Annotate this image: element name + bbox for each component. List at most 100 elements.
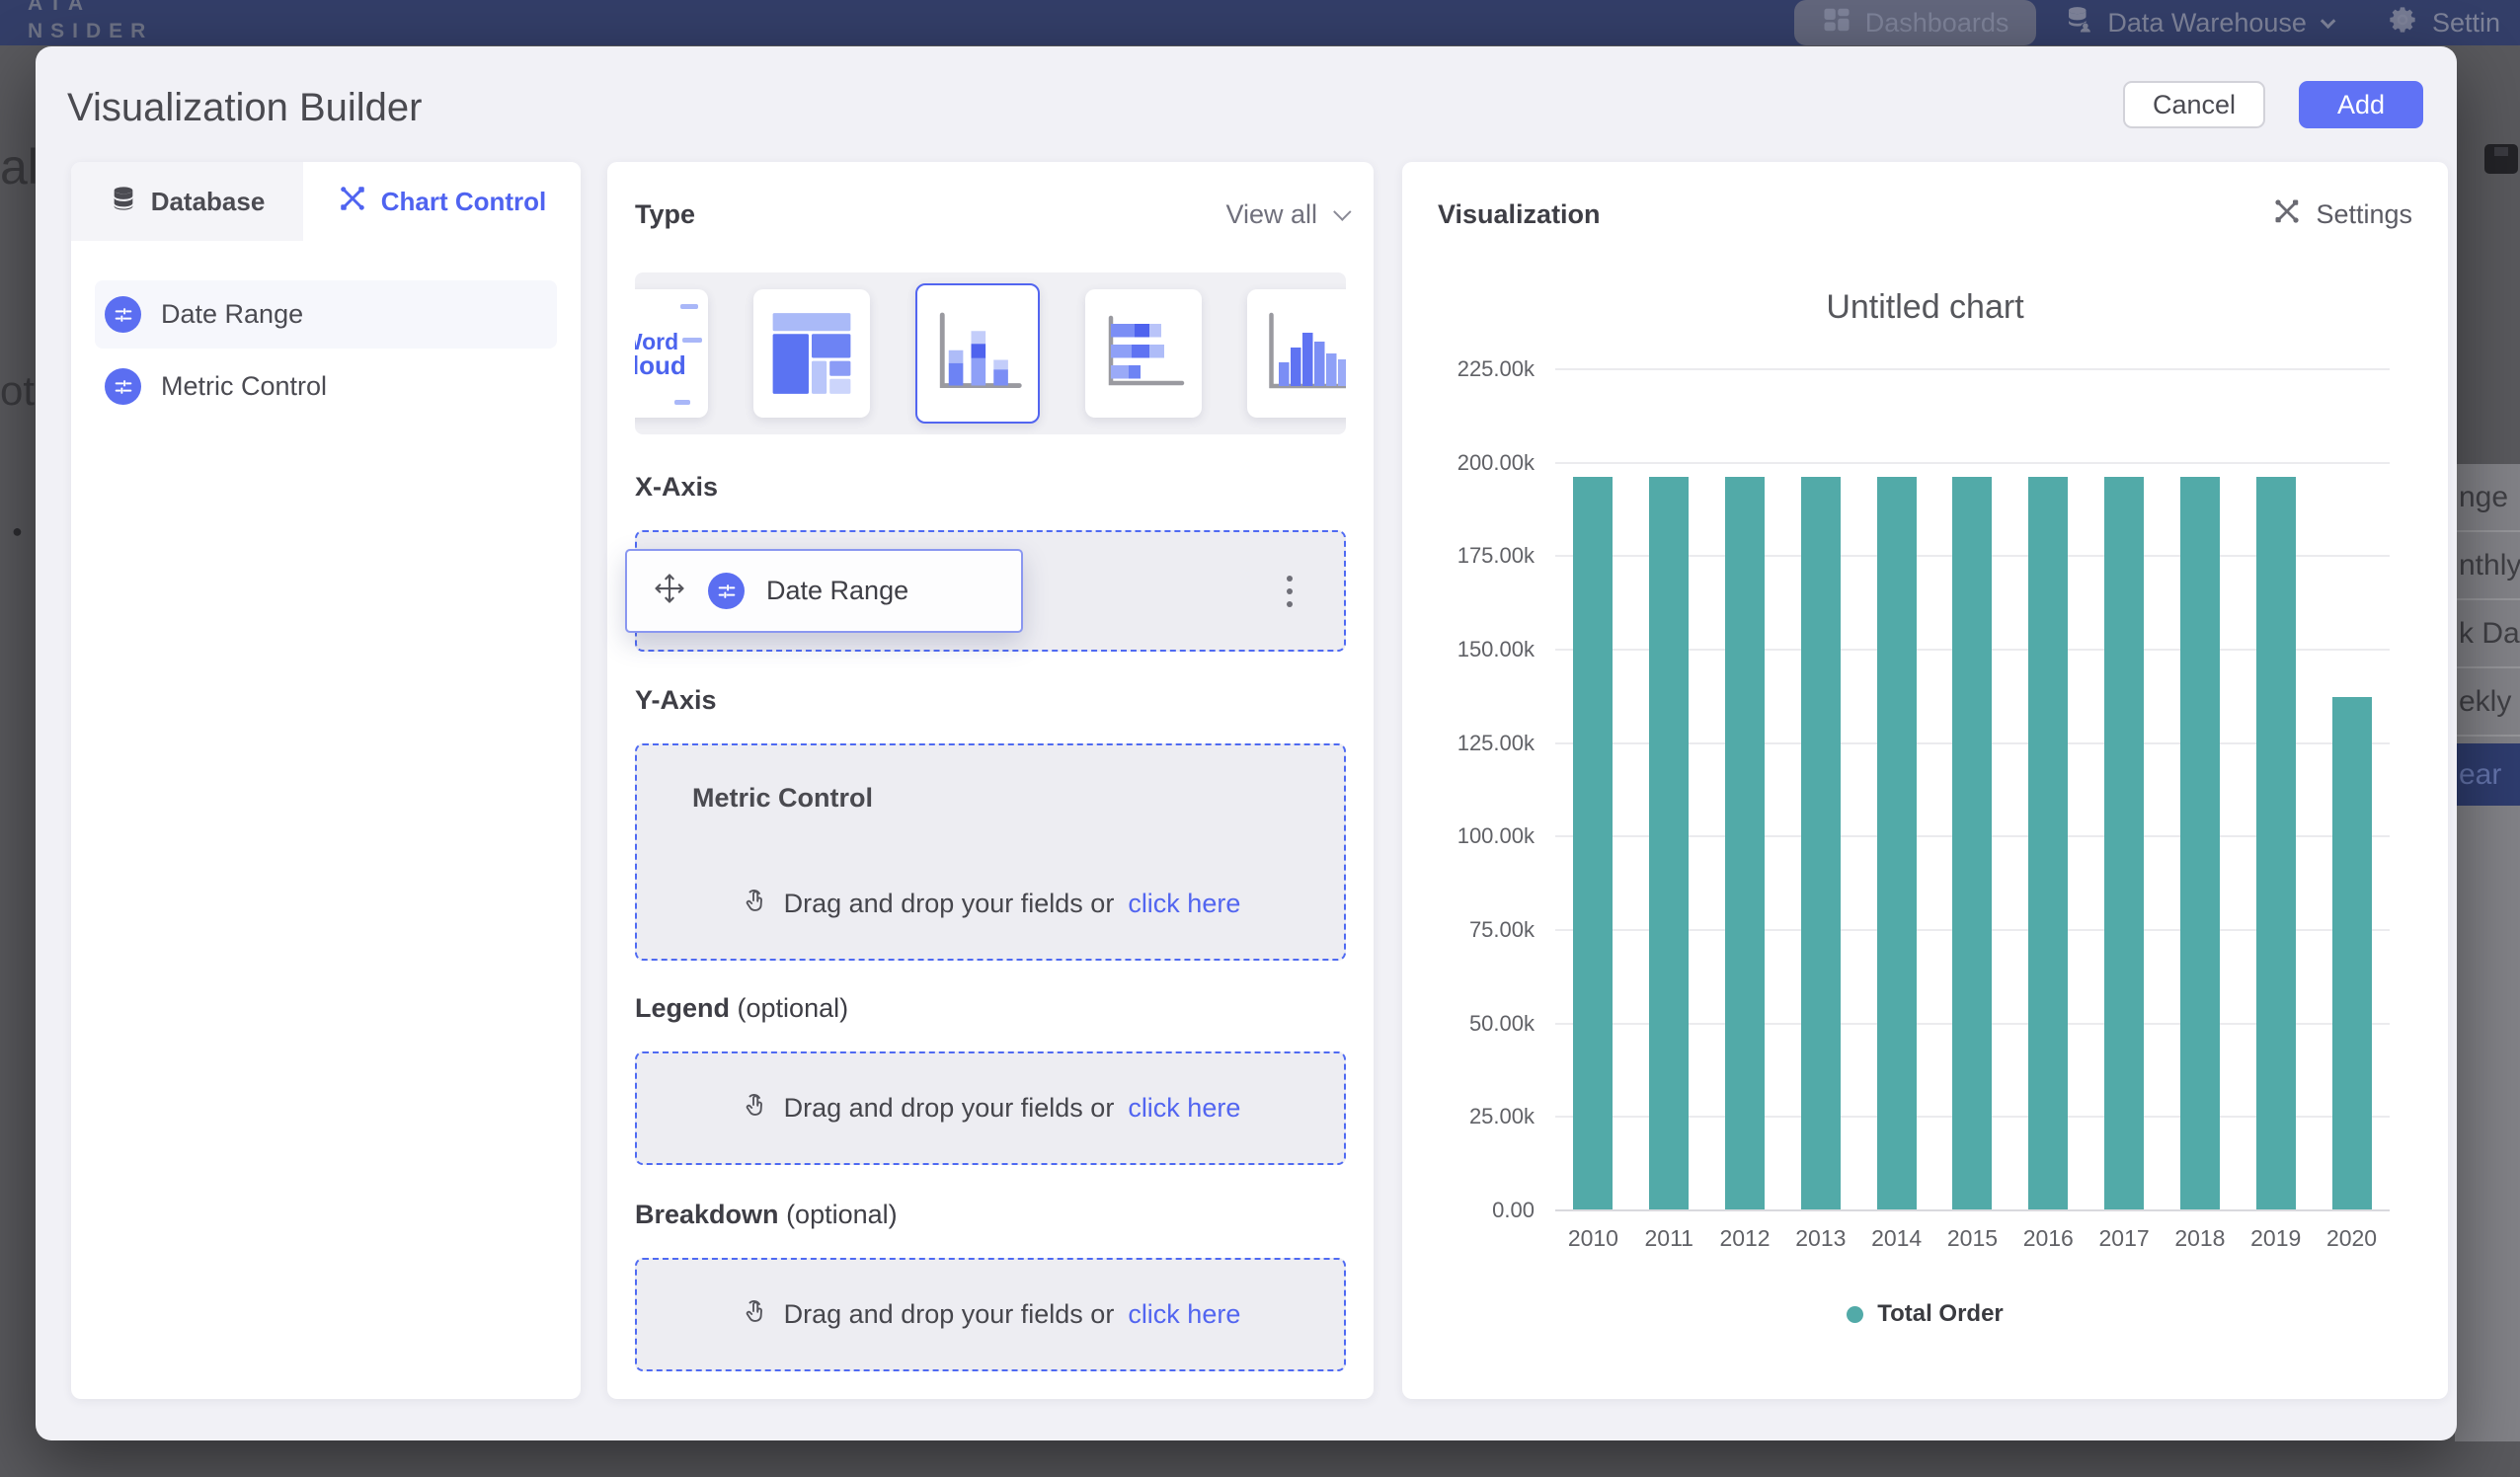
x-tick-label: 2013 <box>1795 1225 1847 1251</box>
word-cloud-word: Cloud <box>635 350 686 380</box>
bar-slot <box>2238 368 2314 1209</box>
field-item-date-range[interactable]: Date Range <box>95 280 557 349</box>
bar-2020 <box>2331 697 2372 1209</box>
breakdown-dropzone[interactable]: Drag and drop your fields or click here <box>635 1258 1346 1371</box>
y-tick-label: 75.00k <box>1468 916 1535 942</box>
move-icon <box>653 572 686 610</box>
chart-legend: Total Order <box>1402 1300 2448 1328</box>
bar-slot <box>2163 368 2239 1209</box>
legend-label: Total Order <box>1877 1300 2004 1327</box>
x-tick-label: 2015 <box>1946 1225 1999 1251</box>
logo-line-2: NSIDER <box>28 20 154 42</box>
dashboards-icon <box>1822 5 1851 41</box>
nav-item-label: Dashboards <box>1864 7 2009 38</box>
x-tick-label: 2012 <box>1719 1225 1771 1251</box>
nav-item-label: Settin <box>2431 7 2500 38</box>
tab-label: Chart Control <box>380 186 547 216</box>
bar-2010 <box>1573 476 1614 1209</box>
gear-icon <box>2387 4 2418 42</box>
y-tick-label: 200.00k <box>1457 449 1535 475</box>
chart-type-stacked-column[interactable] <box>915 283 1040 424</box>
bars <box>1555 368 2390 1209</box>
gridline: 200.00k <box>1457 450 2390 475</box>
occluded-list-row: nthly <box>2455 532 2520 600</box>
occluded-list-row: nge <box>2455 464 2520 532</box>
bar-2019 <box>2255 476 2296 1209</box>
field-label: Metric Control <box>161 371 328 401</box>
x-tick-label: 2011 <box>1644 1225 1693 1251</box>
y-tick-label: 225.00k <box>1457 356 1535 381</box>
click-here-link[interactable]: click here <box>1128 1093 1241 1123</box>
x-tick-label: 2019 <box>2250 1225 2302 1251</box>
occluded-list-row: ekly <box>2455 668 2520 737</box>
tap-icon <box>741 1296 770 1333</box>
drop-text: Drag and drop your fields or <box>783 889 1115 918</box>
occluded-text-fragment: al <box>0 139 39 194</box>
click-here-link[interactable]: click here <box>1128 889 1241 918</box>
breakdown-heading: Breakdown (optional) <box>635 1200 1346 1229</box>
tab-chart-control[interactable]: Chart Control <box>303 162 581 241</box>
y-axis-dropzone[interactable]: Metric Control Drag and drop your fields… <box>635 743 1346 961</box>
nav-item-dashboards[interactable]: Dashboards <box>1793 0 2037 45</box>
view-all-dropdown[interactable]: View all <box>1225 198 1352 230</box>
chart-title: Untitled chart <box>1826 288 2024 326</box>
bar-slot <box>1707 368 1783 1209</box>
hammer-wrench-icon <box>338 184 367 220</box>
bar-2012 <box>1725 476 1766 1209</box>
fields-panel-tabs: Database Chart Control <box>71 162 581 241</box>
y-tick-label: 50.00k <box>1468 1010 1535 1036</box>
breakdown-heading-label: Breakdown <box>635 1200 779 1229</box>
bar-2013 <box>1800 476 1841 1209</box>
app-logo: ATA NSIDER <box>28 0 153 45</box>
legend-dropzone[interactable]: Drag and drop your fields or click here <box>635 1051 1346 1165</box>
bar-slot <box>1555 368 1631 1209</box>
x-axis-heading: X-Axis <box>635 472 719 502</box>
tab-label: Database <box>150 186 266 216</box>
click-here-link[interactable]: click here <box>1128 1299 1241 1329</box>
legend-heading-label: Legend <box>635 993 731 1023</box>
chart-type-column[interactable] <box>1247 289 1346 418</box>
chart-type-treemap[interactable] <box>753 289 870 418</box>
chart-type-word-cloud[interactable]: Word Cloud <box>635 289 708 418</box>
modal-actions: Cancel Add <box>2122 81 2423 128</box>
tap-icon <box>741 1090 770 1127</box>
field-sliders-icon <box>105 368 141 405</box>
drop-text: Drag and drop your fields or <box>783 1299 1115 1329</box>
gridline: 225.00k <box>1457 356 2390 381</box>
logo-line-1: ATA <box>28 0 92 15</box>
field-item-metric-control[interactable]: Metric Control <box>95 354 557 419</box>
add-button[interactable]: Add <box>2299 81 2423 128</box>
nav-item-settings[interactable]: Settin <box>2359 0 2520 45</box>
optional-label: (optional) <box>737 993 849 1023</box>
bar-slot <box>1858 368 1934 1209</box>
stacked-bar-preview <box>1108 315 1185 386</box>
chart-type-stacked-bar[interactable] <box>1085 289 1202 418</box>
bar-2016 <box>2028 476 2069 1209</box>
bar-chart-plot: 0.00 25.00k 50.00k 75.00k 100.00k 125.00k 150.… <box>1457 356 2390 1222</box>
occluded-bullet: ● <box>12 521 23 541</box>
y-axis-heading: Y-Axis <box>635 685 717 715</box>
cancel-button[interactable]: Cancel <box>2122 81 2265 128</box>
bar-2018 <box>2179 476 2220 1209</box>
column-preview <box>1269 312 1346 389</box>
topbar-nav: Dashboards Data Warehouse Settin <box>1793 0 2520 45</box>
kebab-menu-icon[interactable] <box>1281 570 1299 613</box>
metric-control-group-label: Metric Control <box>692 783 874 813</box>
stacked-column-preview <box>939 312 1022 388</box>
tab-database[interactable]: Database <box>71 162 303 241</box>
word-cloud-preview: Word Cloud <box>635 304 702 405</box>
settings-button[interactable]: Settings <box>2272 196 2412 233</box>
dragging-field-chip[interactable]: Date Range <box>625 549 1023 633</box>
drop-hint: Drag and drop your fields or click here <box>637 1260 1344 1369</box>
bar-2014 <box>1876 476 1917 1209</box>
chart-type-carousel: Word Cloud <box>635 272 1346 434</box>
legend-dot <box>1847 1305 1864 1323</box>
nav-item-data-warehouse[interactable]: Data Warehouse <box>2036 0 2359 45</box>
view-all-label: View all <box>1225 198 1317 229</box>
drop-hint: Drag and drop your fields or click here <box>637 1053 1344 1163</box>
x-tick-label: 2010 <box>1567 1225 1618 1251</box>
bar-slot <box>1934 368 2010 1209</box>
visualization-builder-modal: Visualization Builder Cancel Add Databas… <box>36 46 2457 1440</box>
chip-label: Date Range <box>766 576 909 605</box>
word-cloud-word: Word <box>635 329 679 354</box>
